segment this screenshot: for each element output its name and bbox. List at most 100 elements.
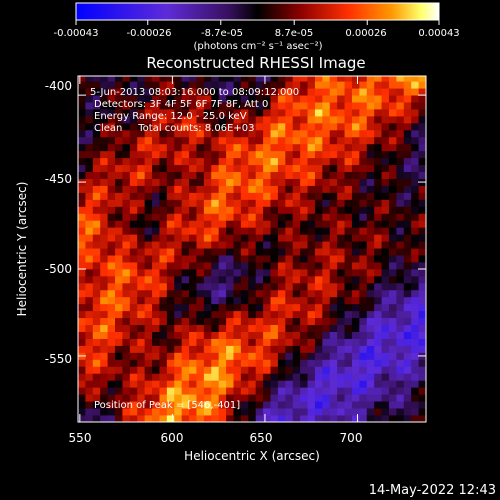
heatmap-cell <box>92 185 101 193</box>
heatmap-cell <box>144 199 153 207</box>
heatmap-cell <box>218 275 227 284</box>
heatmap-cell <box>100 95 109 103</box>
heatmap-cell <box>100 122 109 131</box>
heatmap-cell <box>314 331 323 339</box>
heatmap-cell <box>366 387 375 395</box>
heatmap-cell <box>122 102 131 110</box>
heatmap-cell <box>78 282 86 291</box>
heatmap-cell <box>189 289 197 298</box>
heatmap-cell <box>107 234 116 242</box>
heatmap-cell <box>152 317 160 326</box>
heatmap-cell <box>322 373 331 381</box>
heatmap-cell <box>137 373 146 381</box>
heatmap-cell <box>152 185 160 193</box>
heatmap-cell <box>388 185 397 193</box>
heatmap-cell <box>381 164 390 173</box>
heatmap-cell <box>85 331 94 339</box>
heatmap-cell <box>344 282 353 291</box>
heatmap-cell <box>166 345 175 353</box>
heatmap-cell <box>92 171 101 179</box>
heatmap-cell <box>159 241 168 249</box>
heatmap-cell <box>196 213 205 221</box>
heatmap-cell <box>218 248 227 256</box>
heatmap-cell <box>337 178 345 186</box>
heatmap-cell <box>359 338 368 346</box>
heatmap-cell <box>137 352 146 360</box>
heatmap-cell <box>322 380 331 388</box>
heatmap-cell <box>152 380 160 388</box>
heatmap-cell <box>85 109 94 117</box>
heatmap-cell <box>307 255 316 263</box>
heatmap-cell <box>248 143 257 152</box>
heatmap-cell <box>307 171 316 179</box>
heatmap-cell <box>344 213 353 221</box>
heatmap-cell <box>159 408 168 416</box>
heatmap-cell <box>129 310 138 319</box>
heatmap-cell <box>129 248 138 256</box>
heatmap-cell <box>396 213 405 221</box>
heatmap-cell <box>240 268 249 277</box>
heatmap-cell <box>218 296 227 305</box>
heatmap-cell <box>351 171 360 179</box>
heatmap-cell <box>218 408 227 416</box>
heatmap-cell <box>396 373 405 381</box>
heatmap-cell <box>189 185 197 193</box>
heatmap-cell <box>152 102 160 110</box>
heatmap-cell <box>152 178 160 186</box>
heatmap-cell <box>277 296 286 305</box>
heatmap-cell <box>78 366 86 374</box>
heatmap-cell <box>292 248 301 256</box>
heatmap-cell <box>263 199 271 207</box>
heatmap-cell <box>263 136 271 145</box>
heatmap-cell <box>366 88 375 96</box>
heatmap-cell <box>337 317 345 326</box>
heatmap-cell <box>351 387 360 395</box>
heatmap-cell <box>203 401 212 409</box>
heatmap-cell <box>226 122 234 131</box>
heatmap-cell <box>233 199 242 207</box>
colorbar-tick-label: 8.7e-05 <box>275 28 313 39</box>
heatmap-cell <box>418 394 426 402</box>
heatmap-cell <box>248 262 257 270</box>
heatmap-cell <box>255 143 264 152</box>
heatmap-cell <box>300 115 308 124</box>
heatmap-cell <box>181 324 190 332</box>
heatmap-cell <box>233 275 242 284</box>
heatmap-cell <box>107 373 116 381</box>
heatmap-cell <box>270 76 279 82</box>
heatmap-cell <box>152 122 160 131</box>
heatmap-cell <box>218 213 227 221</box>
heatmap-cell <box>122 129 131 138</box>
heatmap-cell <box>211 95 220 103</box>
heatmap-cell <box>337 115 345 124</box>
heatmap-cell <box>314 185 323 193</box>
heatmap-cell <box>107 359 116 367</box>
heatmap-cell <box>388 102 397 110</box>
heatmap-cell <box>300 241 308 249</box>
heatmap-cell <box>248 157 257 166</box>
heatmap-cell <box>329 192 338 200</box>
heatmap-cell <box>196 275 205 284</box>
heatmap-cell <box>85 303 94 312</box>
heatmap-cell <box>277 81 286 89</box>
heatmap-cell <box>314 164 323 173</box>
heatmap-cell <box>300 213 308 221</box>
heatmap-cell <box>263 289 271 298</box>
heatmap-cell <box>233 220 242 228</box>
heatmap-cell <box>233 289 242 298</box>
heatmap-cell <box>255 220 264 228</box>
heatmap-cell <box>144 129 153 138</box>
heatmap-cell <box>226 331 234 339</box>
heatmap-cell <box>292 76 301 82</box>
heatmap-cell <box>292 415 301 422</box>
heatmap-cell <box>129 150 138 159</box>
heatmap-cell <box>263 171 271 179</box>
heatmap-cell <box>248 401 257 409</box>
heatmap-cell <box>277 352 286 360</box>
heatmap-cell <box>122 380 131 388</box>
heatmap-cell <box>300 394 308 402</box>
heatmap-cell <box>226 296 234 305</box>
heatmap-cell <box>351 380 360 388</box>
heatmap-cell <box>240 206 249 214</box>
heatmap-cell <box>196 115 205 124</box>
